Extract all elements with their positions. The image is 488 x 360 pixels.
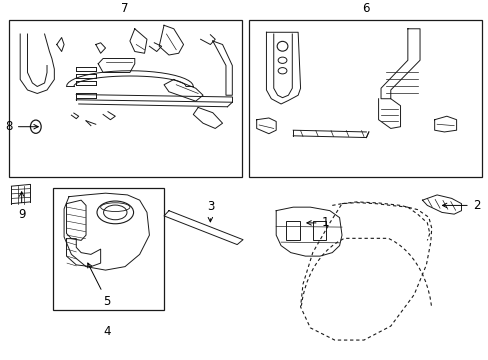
Text: 4: 4 xyxy=(103,325,110,338)
Text: 2: 2 xyxy=(442,199,479,212)
Text: 1: 1 xyxy=(306,216,328,229)
Text: 7: 7 xyxy=(121,2,128,15)
Bar xyxy=(9,20,242,177)
Text: 5: 5 xyxy=(87,263,110,307)
Bar xyxy=(249,20,482,177)
Text: 6: 6 xyxy=(361,2,368,15)
Text: 9: 9 xyxy=(18,192,25,221)
Text: 3: 3 xyxy=(206,200,214,222)
Bar xyxy=(53,188,163,310)
Text: 8: 8 xyxy=(5,120,38,133)
